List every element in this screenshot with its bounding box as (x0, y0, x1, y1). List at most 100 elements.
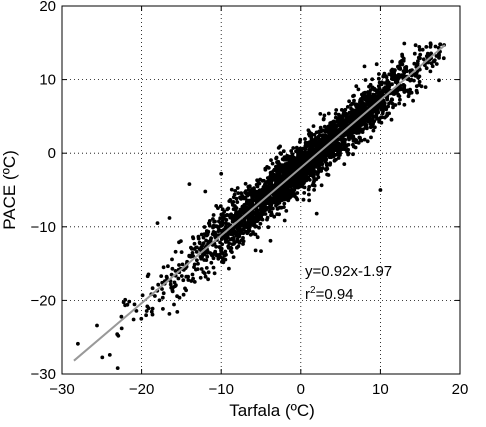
data-point (390, 82, 394, 87)
data-point (255, 193, 260, 198)
data-point (179, 250, 184, 255)
data-point (288, 184, 293, 189)
data-point (295, 191, 300, 195)
data-point (375, 95, 380, 100)
data-point (333, 120, 338, 124)
data-point (239, 191, 244, 196)
data-point (352, 98, 356, 103)
data-point (370, 98, 375, 102)
data-point (277, 162, 282, 167)
data-point (170, 257, 174, 262)
data-point (354, 110, 359, 115)
data-point (234, 206, 239, 210)
data-point (273, 193, 277, 198)
data-point (281, 176, 286, 180)
y-tick-label: 20 (39, 0, 56, 15)
data-point (149, 309, 154, 314)
data-point (279, 152, 283, 156)
data-point (256, 213, 261, 218)
data-point (264, 180, 269, 185)
data-point (351, 134, 356, 139)
data-point (312, 188, 316, 192)
data-point (200, 244, 205, 248)
data-point (300, 156, 305, 161)
data-point (301, 146, 305, 151)
data-point (326, 173, 331, 177)
data-point (369, 135, 373, 140)
data-point (219, 171, 224, 176)
y-tick-label: −20 (31, 292, 56, 309)
data-point (320, 166, 325, 170)
data-point (328, 162, 332, 167)
data-point (321, 116, 326, 121)
data-point (321, 151, 325, 156)
data-point (431, 59, 436, 64)
data-point (374, 62, 379, 67)
data-point (145, 304, 150, 309)
data-point (165, 275, 169, 280)
data-point (251, 194, 255, 199)
data-point (309, 142, 313, 146)
data-point (219, 248, 223, 253)
data-point (231, 235, 236, 240)
data-point (266, 187, 271, 192)
data-point (76, 341, 80, 346)
data-point (231, 255, 236, 259)
data-point (352, 93, 356, 98)
data-point (270, 206, 274, 211)
data-point (257, 225, 261, 230)
x-tick-label: 10 (372, 381, 389, 398)
data-point (255, 235, 260, 240)
data-point (314, 130, 319, 135)
data-point (393, 103, 398, 107)
data-point (378, 103, 383, 108)
data-point (336, 137, 341, 142)
x-axis-label: Tarfala (ºC) (229, 401, 315, 420)
data-point (375, 117, 379, 121)
data-point (346, 152, 350, 157)
data-point (277, 212, 281, 217)
data-point (318, 140, 323, 145)
data-point (176, 276, 181, 281)
data-point (415, 90, 419, 95)
data-point (284, 209, 289, 213)
data-point (351, 108, 355, 112)
data-point (247, 202, 251, 207)
data-point (339, 121, 344, 126)
data-point (245, 225, 250, 230)
data-point (107, 353, 112, 357)
data-point (181, 292, 186, 297)
data-point (270, 198, 274, 203)
y-tick-label: 10 (39, 72, 56, 89)
data-point (212, 271, 217, 276)
data-point (332, 158, 337, 163)
data-point (150, 312, 155, 317)
x-tick-labels: −30 −20 −10 0 10 20 (49, 381, 468, 398)
data-point (153, 294, 157, 298)
data-point (377, 72, 381, 76)
data-point (214, 233, 219, 237)
data-point (336, 156, 341, 160)
data-point (233, 230, 238, 235)
data-point (277, 179, 282, 184)
data-point (235, 212, 240, 216)
data-point (187, 253, 192, 258)
data-point (391, 105, 395, 110)
data-point (259, 195, 264, 200)
data-point (223, 226, 228, 231)
data-point (437, 78, 441, 83)
data-point (380, 111, 385, 116)
data-point (235, 237, 240, 242)
data-point (329, 155, 333, 160)
data-point (380, 80, 384, 85)
data-point (368, 102, 372, 107)
data-point (217, 245, 222, 249)
data-point (336, 141, 341, 146)
data-point (324, 161, 329, 166)
data-point (402, 41, 407, 46)
data-point (146, 272, 151, 277)
data-point (254, 190, 259, 195)
data-point (297, 155, 302, 159)
data-point (330, 151, 335, 155)
